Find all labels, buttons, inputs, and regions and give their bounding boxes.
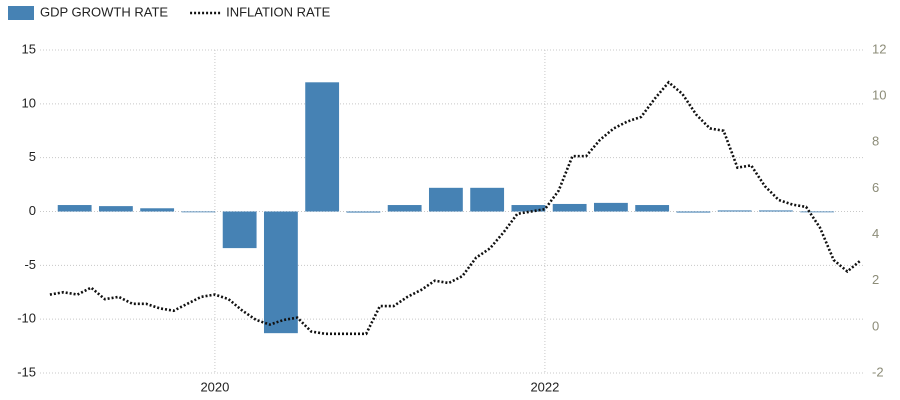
y-tick-label: 5 [29,149,36,164]
legend-swatch [8,6,34,20]
bar [552,203,587,212]
y2-tick-label: -2 [872,364,884,379]
y-tick-label: 10 [22,95,36,110]
y2-tick-label: 12 [872,41,886,56]
bar [676,211,711,213]
x-tick-label: 2020 [200,379,229,394]
y-tick-label: -5 [24,257,36,272]
legend-label: GDP GROWTH RATE [40,4,168,19]
bar [98,206,133,212]
y2-tick-label: 4 [872,226,879,241]
bar [387,205,422,212]
inflation-line [49,80,863,336]
y2-tick-label: 6 [872,180,879,195]
bar [346,211,381,213]
bar [758,210,793,212]
y-tick-label: 15 [22,41,36,56]
y2-tick-label: 10 [872,88,886,103]
y2-tick-label: 8 [872,134,879,149]
bar [511,205,546,212]
bar [635,205,670,212]
bar [800,211,835,213]
y-tick-label: -15 [17,364,36,379]
bar [222,211,257,249]
bar [57,205,92,212]
bar [140,208,175,212]
bar [428,187,463,212]
x-tick-label: 2022 [530,379,559,394]
y2-tick-label: 0 [872,318,879,333]
y-tick-label: -10 [17,311,36,326]
bar [593,202,628,212]
y-tick-label: 0 [29,203,36,218]
bar [305,82,340,212]
bar [263,211,298,334]
bar [717,210,752,212]
bar [470,187,505,212]
y2-tick-label: 2 [872,272,879,287]
bar [181,211,216,213]
legend-label: INFLATION RATE [226,4,331,19]
